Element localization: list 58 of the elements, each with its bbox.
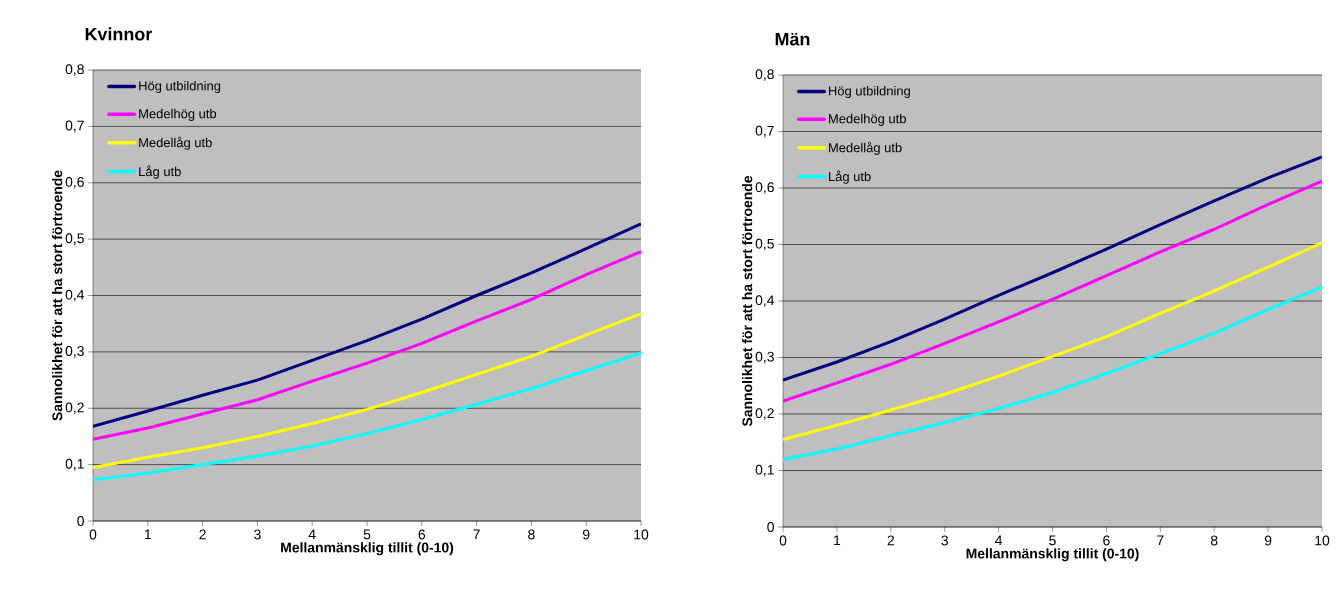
x-tick-label: 2 xyxy=(887,535,894,546)
legend-label: Medellåg utb xyxy=(829,141,902,155)
y-tick-label: 0,7 xyxy=(755,125,774,138)
y-tick-label: 0 xyxy=(767,522,774,532)
x-tick-label: 8 xyxy=(528,529,535,540)
y-tick-label: 0,4 xyxy=(65,289,85,302)
y-axis-title: Sannolikhet för att ha stort förtroende xyxy=(52,170,63,421)
x-tick-label: 4 xyxy=(308,529,316,540)
x-tick-label: 7 xyxy=(1157,535,1164,546)
legend-label: Låg utb xyxy=(829,170,871,184)
chart-title: Kvinnor xyxy=(85,27,152,41)
x-tick-label: 1 xyxy=(144,529,151,540)
x-tick-label: 6 xyxy=(1103,535,1110,546)
x-tick-label: 9 xyxy=(582,529,590,540)
x-tick-label: 3 xyxy=(254,529,261,540)
x-tick-label: 7 xyxy=(473,529,480,540)
x-tick-label: 0 xyxy=(89,529,97,540)
line-series xyxy=(93,222,642,428)
x-tick-label: 3 xyxy=(941,535,948,546)
legend-label: Medellåg utb xyxy=(139,136,212,150)
x-axis-title: Mellanmänsklig tillit (0-10) xyxy=(966,548,1139,562)
y-tick-label: 0,1 xyxy=(65,458,84,471)
y-tick-label: 0,7 xyxy=(65,120,84,133)
x-tick-label: 9 xyxy=(1264,535,1272,546)
legend-label: Hög utbildning xyxy=(829,85,910,99)
y-tick-label: 0,8 xyxy=(65,64,84,76)
x-tick-label: 10 xyxy=(1315,535,1330,546)
line-series xyxy=(783,241,1323,441)
y-tick-label: 0,4 xyxy=(755,295,775,307)
legend-label: Låg utb xyxy=(139,165,181,179)
x-tick-label: 10 xyxy=(634,529,649,540)
y-tick-label: 0,3 xyxy=(755,351,774,364)
legend-label: Medelhög utb xyxy=(139,108,217,121)
legend-label: Medelhög utb xyxy=(829,113,906,126)
x-tick-label: 2 xyxy=(199,529,206,540)
x-tick-label: 5 xyxy=(363,529,371,540)
x-tick-label: 6 xyxy=(418,529,426,540)
line-series xyxy=(783,285,1323,461)
y-axis-title: Sannolikhet för att ha stort förtroende xyxy=(742,175,753,427)
legend-label: Hög utbildning xyxy=(139,80,221,94)
y-tick-label: 0,5 xyxy=(755,238,774,251)
y-tick-label: 0,5 xyxy=(65,233,84,245)
y-tick-label: 0,3 xyxy=(65,346,84,358)
x-axis-title: Mellanmänsklig tillit (0-10) xyxy=(281,542,454,556)
y-tick-label: 0 xyxy=(77,516,84,526)
y-tick-label: 0,1 xyxy=(755,464,774,477)
x-tick-label: 1 xyxy=(834,535,841,546)
chart-title: Män xyxy=(775,32,810,46)
y-tick-label: 0,6 xyxy=(755,182,774,194)
x-tick-label: 8 xyxy=(1210,535,1218,546)
y-tick-label: 0,6 xyxy=(65,176,84,189)
x-tick-label: 4 xyxy=(995,535,1003,546)
y-tick-label: 0,8 xyxy=(755,69,774,81)
x-tick-label: 5 xyxy=(1049,535,1056,546)
y-tick-label: 0,2 xyxy=(65,402,84,415)
x-tick-label: 0 xyxy=(779,535,787,546)
line-series xyxy=(783,155,1323,382)
y-tick-label: 0,2 xyxy=(755,408,774,420)
